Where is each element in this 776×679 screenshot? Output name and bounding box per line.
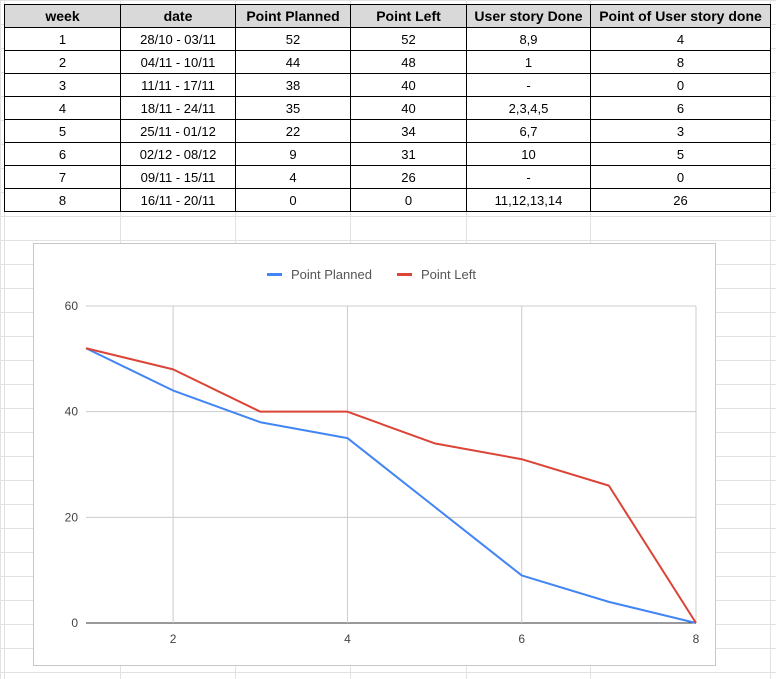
cell-date[interactable]: 09/11 - 15/11 <box>120 165 236 189</box>
cell-user-story-done[interactable]: 6,7 <box>466 119 591 143</box>
cell-point-of-user-story-done[interactable]: 5 <box>590 142 771 166</box>
cell-point-planned[interactable]: 9 <box>235 142 351 166</box>
legend-label: Point Planned <box>291 267 372 282</box>
cell-point-of-user-story-done[interactable]: 26 <box>590 188 771 212</box>
cell-date[interactable]: 25/11 - 01/12 <box>120 119 236 143</box>
cell-user-story-done[interactable]: 8,9 <box>466 27 591 51</box>
table-row: 8 16/11 - 20/11 0 0 11,12,13,14 26 <box>4 188 771 212</box>
table-row: 1 28/10 - 03/11 52 52 8,9 4 <box>4 27 771 51</box>
table-row: 2 04/11 - 10/11 44 48 1 8 <box>4 50 771 74</box>
table-row: 5 25/11 - 01/12 22 34 6,7 3 <box>4 119 771 143</box>
header-row: week date Point Planned Point Left User … <box>4 4 771 28</box>
column-divider <box>4 0 5 679</box>
cell-point-left[interactable]: 31 <box>350 142 467 166</box>
y-tick-label: 40 <box>65 405 79 419</box>
table-row: 4 18/11 - 24/11 35 40 2,3,4,5 6 <box>4 96 771 120</box>
cell-week[interactable]: 3 <box>4 73 121 97</box>
header-date[interactable]: date <box>120 4 236 28</box>
cell-point-left[interactable]: 40 <box>350 96 467 120</box>
legend-swatch-point-left <box>397 273 412 276</box>
cell-point-of-user-story-done[interactable]: 3 <box>590 119 771 143</box>
cell-user-story-done[interactable]: - <box>466 73 591 97</box>
series-layer <box>85 347 697 624</box>
chart-legend: Point Planned Point Left <box>267 267 476 282</box>
cell-week[interactable]: 6 <box>4 142 121 166</box>
cell-week[interactable]: 4 <box>4 96 121 120</box>
cell-user-story-done[interactable]: 1 <box>466 50 591 74</box>
cell-point-of-user-story-done[interactable]: 4 <box>590 27 771 51</box>
cell-week[interactable]: 1 <box>4 27 121 51</box>
y-tick-label: 60 <box>65 299 79 313</box>
x-tick-label: 6 <box>518 632 525 646</box>
cell-point-left[interactable]: 26 <box>350 165 467 189</box>
x-tick-label: 8 <box>693 632 700 646</box>
cell-user-story-done[interactable]: 10 <box>466 142 591 166</box>
column-divider <box>770 0 771 679</box>
cell-point-left[interactable]: 52 <box>350 27 467 51</box>
cell-date[interactable]: 18/11 - 24/11 <box>120 96 236 120</box>
table-row: 7 09/11 - 15/11 4 26-0 <box>4 165 771 189</box>
series-line-point-left <box>85 347 697 624</box>
cell-point-of-user-story-done[interactable]: 0 <box>590 73 771 97</box>
table-row: 3 11/11 - 17/11 38 40-0 <box>4 73 771 97</box>
series-line-point-planned <box>85 347 697 624</box>
cell-point-left[interactable]: 0 <box>350 188 467 212</box>
legend-swatch-point-planned <box>267 273 282 276</box>
cell-point-of-user-story-done[interactable]: 8 <box>590 50 771 74</box>
x-tick-label: 2 <box>170 632 177 646</box>
cell-point-planned[interactable]: 52 <box>235 27 351 51</box>
cell-point-of-user-story-done[interactable]: 6 <box>590 96 771 120</box>
sprint-table: week date Point Planned Point Left User … <box>4 4 771 212</box>
cell-point-planned[interactable]: 44 <box>235 50 351 74</box>
cell-date[interactable]: 04/11 - 10/11 <box>120 50 236 74</box>
grid-layer: 0 20 40 60 2 4 6 8 <box>65 299 700 646</box>
cell-user-story-done[interactable]: - <box>466 165 591 189</box>
x-tick-label: 4 <box>344 632 351 646</box>
cell-user-story-done[interactable]: 11,12,13,14 <box>466 188 591 212</box>
header-point-of-user-story-done[interactable]: Point of User story done <box>590 4 771 28</box>
header-week[interactable]: week <box>4 4 121 28</box>
table-row: 6 02/12 - 08/12 9 31 10 5 <box>4 142 771 166</box>
y-tick-label: 0 <box>71 616 78 630</box>
cell-week[interactable]: 2 <box>4 50 121 74</box>
cell-point-planned[interactable]: 35 <box>235 96 351 120</box>
header-point-left[interactable]: Point Left <box>350 4 467 28</box>
burndown-chart[interactable]: 0 20 40 60 2 4 6 8 Point Planned Point Left <box>33 243 716 666</box>
cell-date[interactable]: 16/11 - 20/11 <box>120 188 236 212</box>
cell-point-planned[interactable]: 0 <box>235 188 351 212</box>
cell-point-left[interactable]: 34 <box>350 119 467 143</box>
header-point-planned[interactable]: Point Planned <box>235 4 351 28</box>
cell-point-planned[interactable]: 4 <box>235 165 351 189</box>
cell-week[interactable]: 8 <box>4 188 121 212</box>
cell-point-left[interactable]: 48 <box>350 50 467 74</box>
cell-date[interactable]: 28/10 - 03/11 <box>120 27 236 51</box>
y-tick-label: 20 <box>65 510 79 524</box>
cell-week[interactable]: 5 <box>4 119 121 143</box>
cell-point-planned[interactable]: 22 <box>235 119 351 143</box>
cell-user-story-done[interactable]: 2,3,4,5 <box>466 96 591 120</box>
legend-label: Point Left <box>421 267 476 282</box>
cell-point-planned[interactable]: 38 <box>235 73 351 97</box>
cell-point-of-user-story-done[interactable]: 0 <box>590 165 771 189</box>
header-user-story-done[interactable]: User story Done <box>466 4 591 28</box>
cell-week[interactable]: 7 <box>4 165 121 189</box>
cell-point-left[interactable]: 40 <box>350 73 467 97</box>
cell-date[interactable]: 02/12 - 08/12 <box>120 142 236 166</box>
cell-date[interactable]: 11/11 - 17/11 <box>120 73 236 97</box>
chart-svg: 0 20 40 60 2 4 6 8 Point Planned Point Left <box>65 267 700 646</box>
